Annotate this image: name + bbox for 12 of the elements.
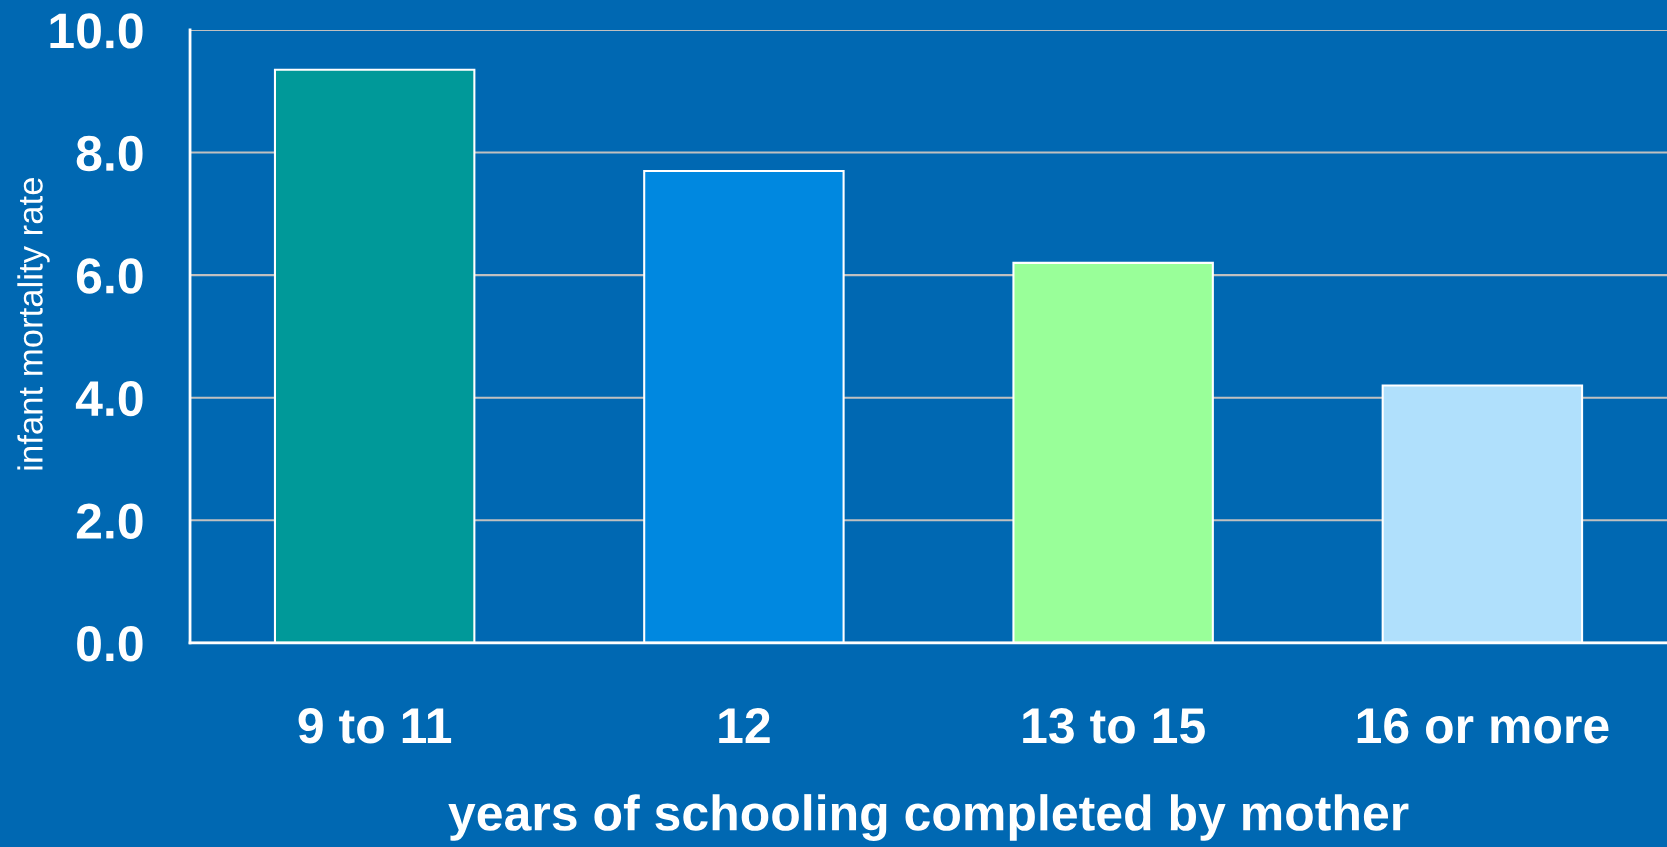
x-tick-label: 12 (719, 708, 770, 743)
x-tick-label: 16 or more (1357, 708, 1609, 744)
x-axis-title: years of schooling completed by mother (448, 794, 1409, 841)
y-axis-title: infant mortality rate (17, 178, 50, 470)
x-tick-label: 13 to 15 (1023, 708, 1205, 744)
y-tick-label: 2.0 (76, 503, 143, 539)
y-tick-label: 8.0 (76, 135, 143, 172)
x-tick-label: 9 to 11 (298, 708, 452, 744)
y-tick-label: 10.0 (50, 13, 143, 49)
y-tick-label: 4.0 (75, 380, 143, 417)
y-tick-label: 6.0 (76, 258, 143, 294)
y-tick-label: 0.0 (77, 626, 143, 662)
